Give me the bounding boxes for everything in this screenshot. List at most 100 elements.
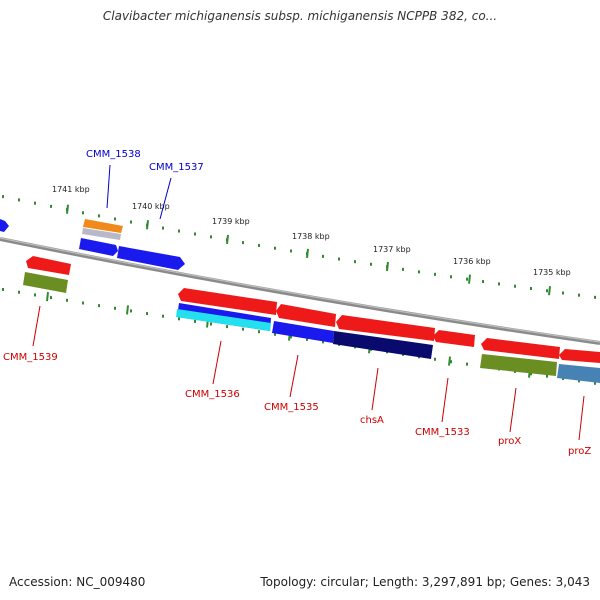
minor-tick (594, 295, 596, 299)
gene-cmm-1538[interactable] (83, 219, 123, 233)
minor-tick (66, 298, 68, 302)
major-tick (126, 305, 129, 315)
gene-label-cmm-1537[interactable]: CMM_1537 (149, 162, 204, 173)
minor-tick (162, 226, 164, 230)
kbp-label-1738: 1738 kbp (292, 232, 330, 241)
tick-row-forward (2, 195, 596, 299)
gene-chsA[interactable] (333, 331, 433, 359)
minor-tick (450, 275, 452, 279)
minor-tick (258, 330, 260, 334)
gene-cmm-1533[interactable] (433, 330, 475, 347)
major-tick (146, 220, 149, 230)
kbp-label-1736: 1736 kbp (453, 257, 491, 266)
gene-label-chsA[interactable]: chsA (360, 415, 384, 426)
minor-tick (338, 257, 340, 261)
minor-tick (2, 195, 4, 199)
major-tick (386, 261, 389, 272)
leader-lines (32, 164, 585, 441)
gene-cmm-1539[interactable] (26, 256, 71, 275)
gene-label-cmm-1539[interactable]: CMM_1539 (3, 352, 58, 363)
reverse-genes (23, 256, 600, 383)
gene-cmm-1539-olive (23, 272, 68, 293)
minor-tick (242, 241, 244, 245)
minor-tick (354, 260, 356, 264)
minor-tick (434, 357, 436, 361)
kbp-label-1739: 1739 kbp (212, 217, 250, 226)
gene-label-cmm-1535[interactable]: CMM_1535 (264, 402, 319, 413)
gene-red-2[interactable] (276, 304, 336, 327)
minor-tick (258, 243, 260, 247)
minor-tick (434, 272, 436, 276)
minor-tick (210, 235, 212, 239)
gene-partial-left[interactable] (0, 219, 9, 232)
gene-cmm-1536-red[interactable] (178, 288, 277, 315)
gene-cmm-1538-shadow (82, 228, 121, 240)
minor-tick (194, 319, 196, 323)
minor-tick (290, 335, 292, 339)
minor-tick (578, 293, 580, 297)
minor-tick (370, 262, 372, 266)
forward-genes (0, 219, 185, 270)
minor-tick (210, 322, 212, 326)
minor-tick (418, 270, 420, 274)
minor-tick (322, 340, 324, 344)
gene-red-3[interactable] (336, 315, 435, 341)
major-tick (468, 274, 471, 284)
minor-tick (402, 267, 404, 271)
gene-label-proX[interactable]: proX (498, 436, 521, 447)
major-tick (226, 234, 229, 245)
gene-proZ[interactable] (557, 364, 600, 383)
kbp-label-1735: 1735 kbp (533, 268, 571, 277)
minor-tick (498, 282, 500, 286)
gene-label-cmm-1538[interactable]: CMM_1538 (86, 149, 141, 160)
kbp-labels: 1741 kbp 1740 kbp 1739 kbp 1738 kbp 1737… (52, 185, 571, 277)
minor-tick (466, 362, 468, 366)
gene-label-cmm-1536[interactable]: CMM_1536 (185, 389, 240, 400)
minor-tick (226, 325, 228, 329)
minor-tick (546, 374, 548, 378)
minor-tick (466, 277, 468, 281)
minor-tick (546, 289, 548, 293)
major-tick (306, 248, 309, 258)
minor-tick (274, 332, 276, 336)
gene-blue-small[interactable] (79, 238, 118, 256)
minor-tick (274, 246, 276, 250)
major-tick (46, 292, 49, 302)
gene-proZ-red[interactable] (559, 349, 600, 363)
minor-tick (594, 381, 596, 385)
gene-proX-red[interactable] (481, 338, 560, 359)
minor-tick (322, 254, 324, 258)
gene-cmm-1535[interactable] (272, 321, 334, 343)
minor-tick (50, 204, 52, 208)
minor-tick (2, 288, 4, 292)
minor-tick (114, 217, 116, 221)
minor-tick (18, 198, 20, 202)
minor-tick (114, 306, 116, 310)
minor-tick (514, 284, 516, 288)
minor-tick (178, 317, 180, 321)
minor-tick (82, 301, 84, 305)
major-tick (548, 286, 551, 296)
kbp-label-1741: 1741 kbp (52, 185, 90, 194)
gene-proX[interactable] (480, 354, 557, 376)
minor-tick (130, 220, 132, 224)
minor-tick (242, 327, 244, 331)
minor-tick (562, 291, 564, 295)
major-tick (66, 204, 69, 214)
gene-label-cmm-1533[interactable]: CMM_1533 (415, 427, 470, 438)
minor-tick (578, 379, 580, 383)
minor-tick (82, 211, 84, 215)
minor-tick (146, 312, 148, 316)
gene-label-proZ[interactable]: proZ (568, 446, 591, 457)
genome-backbone (0, 237, 600, 345)
accession-text: Accession: NC_009480 (9, 575, 146, 589)
map-title: Clavibacter michiganensis subsp. michiga… (102, 9, 498, 23)
minor-tick (450, 360, 452, 364)
minor-tick (530, 287, 532, 291)
kbp-label-1740: 1740 kbp (132, 202, 170, 211)
minor-tick (50, 296, 52, 300)
minor-tick (130, 309, 132, 313)
minor-tick (34, 293, 36, 297)
gene-cmm-1537[interactable] (117, 246, 185, 270)
